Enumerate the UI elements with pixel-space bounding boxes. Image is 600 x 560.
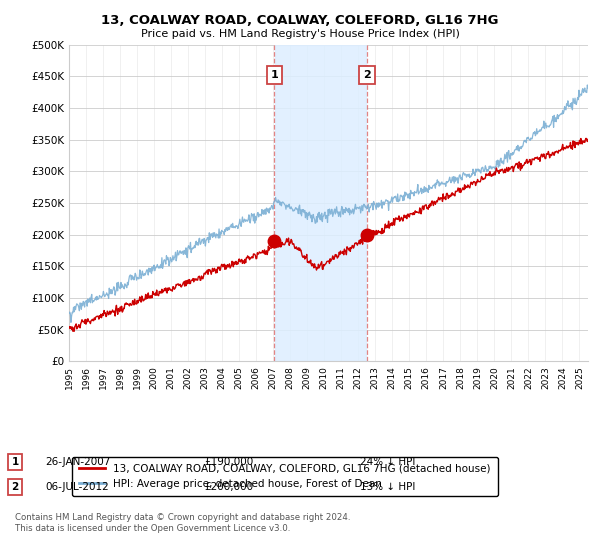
Text: £200,000: £200,000 — [204, 482, 253, 492]
Text: Price paid vs. HM Land Registry's House Price Index (HPI): Price paid vs. HM Land Registry's House … — [140, 29, 460, 39]
Text: 13% ↓ HPI: 13% ↓ HPI — [360, 482, 415, 492]
Text: 13, COALWAY ROAD, COALWAY, COLEFORD, GL16 7HG: 13, COALWAY ROAD, COALWAY, COLEFORD, GL1… — [101, 14, 499, 27]
Text: 26-JAN-2007: 26-JAN-2007 — [45, 457, 110, 467]
Text: Contains HM Land Registry data © Crown copyright and database right 2024.: Contains HM Land Registry data © Crown c… — [15, 513, 350, 522]
Text: 24% ↓ HPI: 24% ↓ HPI — [360, 457, 415, 467]
Text: This data is licensed under the Open Government Licence v3.0.: This data is licensed under the Open Gov… — [15, 524, 290, 533]
Legend: 13, COALWAY ROAD, COALWAY, COLEFORD, GL16 7HG (detached house), HPI: Average pri: 13, COALWAY ROAD, COALWAY, COLEFORD, GL1… — [71, 456, 498, 496]
Text: 1: 1 — [271, 70, 278, 80]
Text: 2: 2 — [363, 70, 371, 80]
Text: 2: 2 — [11, 482, 19, 492]
Text: £190,000: £190,000 — [204, 457, 253, 467]
Text: 1: 1 — [11, 457, 19, 467]
Text: 06-JUL-2012: 06-JUL-2012 — [45, 482, 109, 492]
